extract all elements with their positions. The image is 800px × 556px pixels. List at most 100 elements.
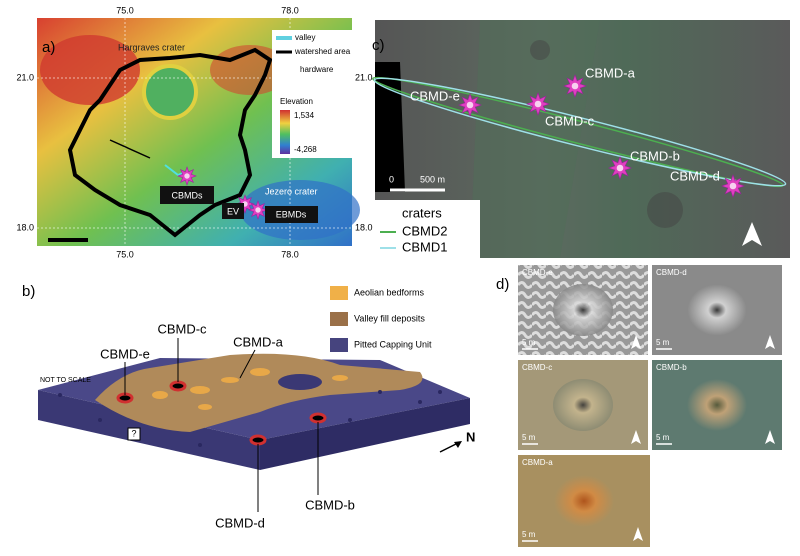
site-label: CBMD-e	[100, 346, 150, 361]
tile-north-arrow	[631, 335, 641, 349]
tile-north-arrow	[765, 335, 775, 349]
tile-scale: 5 m	[522, 338, 536, 347]
high-terrain	[40, 35, 140, 105]
north-label: N	[466, 429, 475, 444]
place-label: Hargraves crater	[118, 42, 185, 52]
scale-label: 0	[389, 174, 394, 184]
panel-label: a)	[42, 39, 55, 56]
scale-bar	[48, 238, 88, 242]
label-box	[222, 203, 244, 219]
legend-text: CBMD1	[402, 239, 448, 254]
panel-c: c) CBMD-a CBMD-e CBMD-c CBMD-b CBMD-d 0 …	[372, 20, 790, 258]
legend-swatch	[330, 338, 348, 352]
legend-text: CBMD2	[402, 223, 448, 238]
site-label: CBMD-c	[545, 113, 595, 128]
tile-crater	[553, 379, 613, 431]
color-bar-label: -4,268	[294, 145, 317, 154]
legend-text: Pitted Capping Unit	[354, 339, 432, 349]
ellipse-cbmd1	[373, 77, 787, 187]
hargraves-crater	[142, 64, 198, 120]
panel-label: b)	[22, 283, 35, 300]
terrain-crater	[530, 40, 550, 60]
scale-note: NOT TO SCALE	[40, 377, 91, 384]
tile-scale: 5 m	[522, 433, 536, 442]
star-center	[255, 207, 261, 213]
tile-crater	[554, 475, 614, 527]
north-arrowhead	[454, 441, 462, 448]
star-center	[534, 100, 542, 108]
legend-text: Elevation	[280, 97, 313, 106]
lon-label: 78.0	[281, 249, 299, 259]
tile-north-arrow	[633, 527, 643, 541]
legend-text: valley	[295, 33, 315, 42]
star-center	[184, 173, 190, 179]
site-label: CBMD-a	[585, 65, 636, 80]
aeolian-bedforms	[152, 368, 348, 410]
star-center	[571, 82, 579, 90]
legend-swatch	[330, 286, 348, 300]
unknown-mark: ?	[131, 428, 136, 438]
legend-swatch	[330, 312, 348, 326]
tile-label: CBMD-a	[522, 458, 553, 467]
lon-label: 75.0	[116, 249, 134, 259]
label-box	[160, 186, 214, 204]
color-bar	[280, 110, 290, 154]
flow-arrow	[109, 139, 151, 159]
place-label: Jezero crater	[265, 186, 318, 196]
no-data-strip	[375, 62, 405, 192]
site-label: CBMD-d	[215, 515, 265, 530]
tile-scale: 5 m	[656, 338, 670, 347]
site-label: CBMD-b	[630, 148, 680, 163]
inlier	[278, 374, 322, 390]
place-label: CBMDs	[172, 190, 203, 200]
lat-label: 18.0	[355, 222, 373, 232]
panel-label: d)	[496, 276, 509, 293]
tile-north-arrow	[631, 430, 641, 444]
site-label: CBMD-b	[305, 497, 355, 512]
legend-text: craters	[402, 205, 442, 220]
legend-text: hardware	[300, 65, 334, 74]
lat-label: 18.0	[16, 222, 34, 232]
place-label: EV	[227, 206, 239, 216]
lat-label: 21.0	[16, 72, 34, 82]
tile-crater	[687, 379, 747, 431]
tile-label: CBMD-b	[656, 363, 687, 372]
lat-label: 21.0	[355, 72, 373, 82]
tile-north-arrow	[765, 430, 775, 444]
block-front	[38, 390, 260, 470]
site-label: CBMD-a	[233, 334, 284, 349]
legend-text: Valley fill deposits	[354, 313, 425, 323]
star-center	[729, 182, 737, 190]
tile-crater	[687, 284, 747, 336]
watershed-outline	[67, 47, 273, 238]
site-label: CBMD-c	[157, 321, 207, 336]
tile-scale: 5 m	[522, 530, 536, 539]
unknown-box	[127, 427, 141, 441]
pits	[58, 390, 442, 447]
legend-text: watershed area	[294, 47, 351, 56]
site-label: CBMD-e	[410, 88, 460, 103]
tile-crater	[553, 284, 613, 336]
tile-scale: 5 m	[656, 433, 670, 442]
panel-b: b) Aeolian bedforms Valley fill deposits…	[22, 283, 475, 530]
valley-fill	[95, 353, 423, 432]
panel-a: a) 75.0 78.0 75.0 78.0 21.0 18.0 21.0 18…	[16, 5, 372, 259]
tile-label: CBMD-c	[522, 363, 552, 372]
star-center	[466, 101, 474, 109]
leader-lines	[124, 338, 319, 512]
panel-d: d) CBMD-e 5 m CBMD-d 5 m CBMD-c 5 m CBMD-b 5 m C…	[496, 265, 782, 547]
north-arrow	[742, 222, 762, 246]
terrain-crater	[647, 192, 683, 228]
place-label: EBMDs	[276, 209, 307, 219]
panel-label: c)	[372, 37, 385, 54]
tile-label: CBMD-d	[656, 268, 687, 277]
label-box	[265, 206, 318, 223]
lon-label: 75.0	[116, 5, 134, 15]
star-center	[616, 164, 624, 172]
color-bar-label: 1,534	[294, 111, 315, 120]
tile-label: CBMD-e	[522, 268, 553, 277]
block-side	[260, 398, 470, 470]
legend-text: Aeolian bedforms	[354, 287, 425, 297]
